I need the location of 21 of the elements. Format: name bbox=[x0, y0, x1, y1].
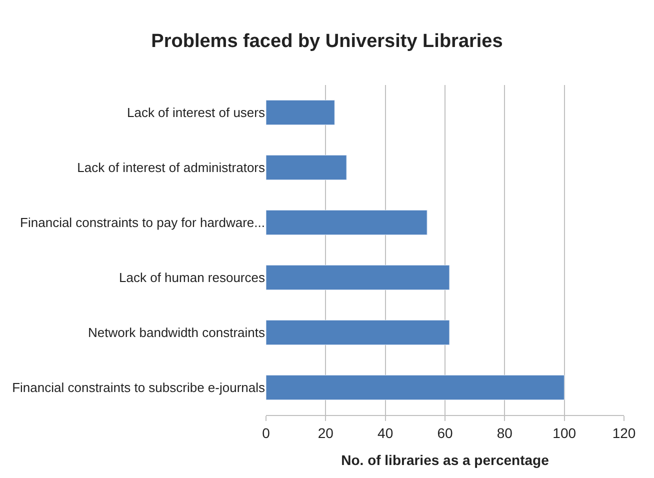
y-tick-label: Financial constraints to pay for hardware... bbox=[20, 215, 265, 230]
y-tick-label: Lack of interest of users bbox=[126, 105, 266, 120]
bar bbox=[266, 154, 347, 180]
bar bbox=[266, 210, 428, 236]
y-tick-label: Lack of interest of administrators bbox=[77, 160, 266, 176]
chart-title: Problems faced by University Libraries bbox=[151, 30, 503, 52]
y-tick-label: Network bandwidth constraints bbox=[88, 325, 266, 340]
y-tick-label: Lack of human resources bbox=[119, 270, 266, 286]
bar bbox=[266, 100, 335, 126]
x-tick-label: 20 bbox=[318, 424, 334, 441]
x-tick-label: 80 bbox=[496, 424, 513, 441]
bar bbox=[266, 264, 450, 290]
x-axis-title: No. of libraries as a percentage bbox=[341, 452, 550, 468]
x-tick-label: 120 bbox=[612, 424, 636, 441]
bar bbox=[266, 374, 565, 400]
x-tick-label: 100 bbox=[552, 424, 576, 441]
y-tick-label: Financial constraints to subscribe e-journals bbox=[12, 380, 266, 396]
x-tick-label: 60 bbox=[437, 424, 453, 441]
x-tick-label: 0 bbox=[262, 424, 270, 441]
x-tick-label: 40 bbox=[378, 424, 394, 441]
bar bbox=[266, 320, 450, 346]
